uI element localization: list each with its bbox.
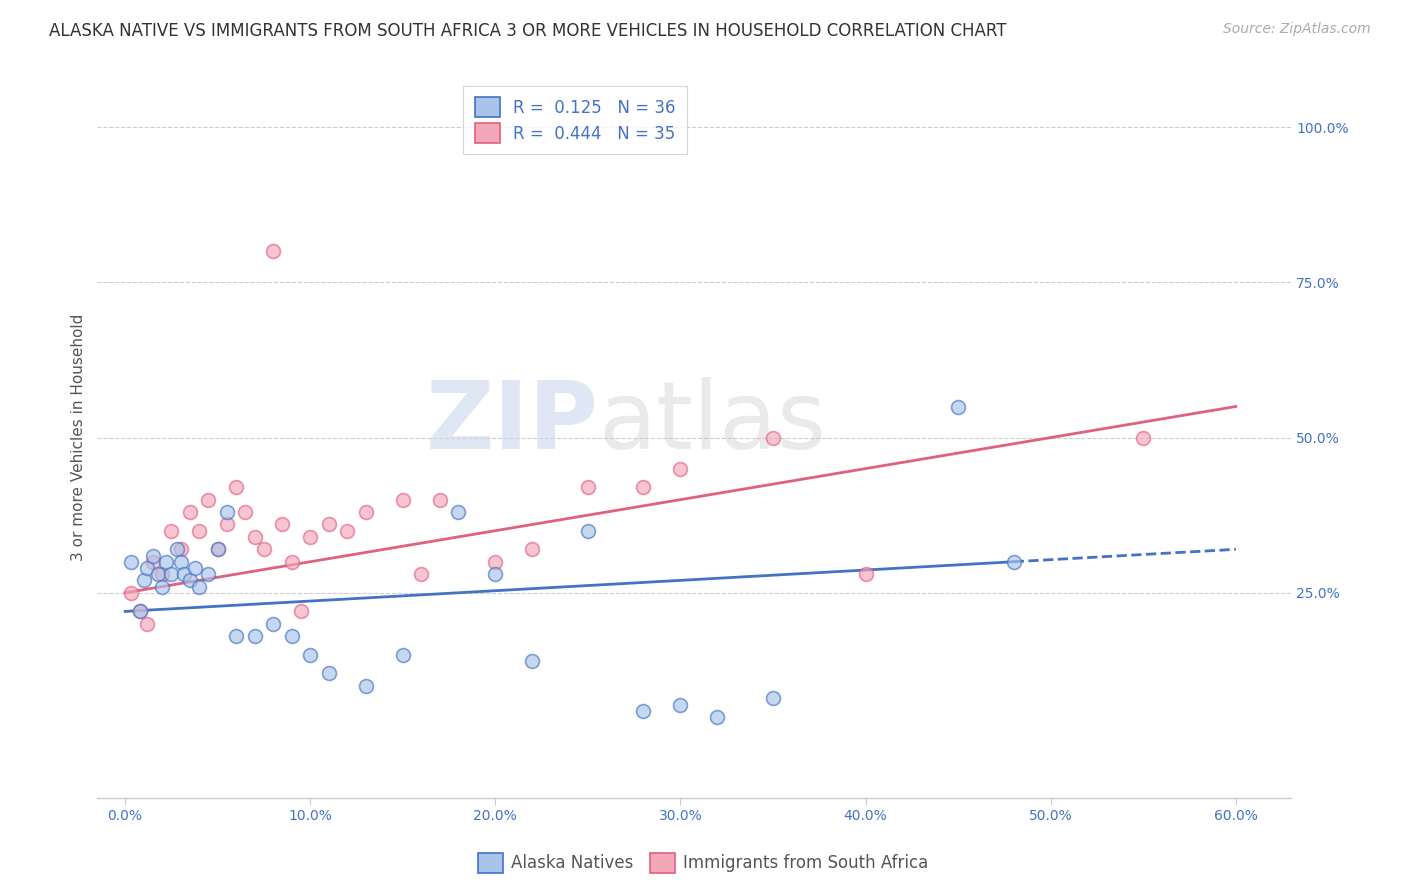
Point [271, 517, 294, 532]
Point [243, 629, 266, 643]
Point [142, 555, 165, 569]
Point [576, 524, 599, 538]
Point [262, 244, 284, 259]
Point [142, 549, 165, 563]
Point [197, 567, 219, 582]
Point [169, 555, 191, 569]
Point [411, 567, 433, 582]
Text: Source: ZipAtlas.com: Source: ZipAtlas.com [1223, 22, 1371, 37]
Point [633, 704, 655, 718]
Point [235, 505, 257, 519]
Point [318, 666, 340, 681]
Point [318, 517, 340, 532]
Point [129, 604, 152, 618]
Point [184, 561, 207, 575]
Point [173, 567, 195, 582]
Point [120, 586, 142, 600]
Point [706, 710, 728, 724]
Point [148, 567, 170, 582]
Point [290, 604, 312, 618]
Point [946, 400, 969, 414]
Point [391, 492, 413, 507]
Point [669, 461, 692, 475]
Point [280, 629, 302, 643]
Point [391, 648, 413, 662]
Point [633, 480, 655, 494]
Legend: Alaska Natives, Immigrants from South Africa: Alaska Natives, Immigrants from South Af… [471, 847, 935, 880]
Point [207, 542, 229, 557]
Point [120, 555, 142, 569]
Y-axis label: 3 or more Vehicles in Household: 3 or more Vehicles in Household [72, 314, 86, 561]
Point [215, 505, 238, 519]
Point [354, 505, 377, 519]
Text: atlas: atlas [599, 377, 827, 469]
Point [1002, 555, 1025, 569]
Point [280, 555, 302, 569]
Point [129, 604, 152, 618]
Point [136, 561, 159, 575]
Point [299, 530, 322, 544]
Text: ZIP: ZIP [426, 377, 599, 469]
Point [855, 567, 877, 582]
Point [669, 698, 692, 712]
Point [207, 542, 229, 557]
Point [179, 505, 201, 519]
Point [215, 517, 238, 532]
Point [155, 555, 177, 569]
Point [762, 431, 785, 445]
Point [179, 574, 201, 588]
Point [150, 567, 173, 582]
Point [253, 542, 276, 557]
Point [484, 555, 506, 569]
Legend: R =  0.125   N = 36, R =  0.444   N = 35: R = 0.125 N = 36, R = 0.444 N = 35 [463, 86, 688, 154]
Point [188, 524, 211, 538]
Point [762, 691, 785, 706]
Point [160, 567, 183, 582]
Point [243, 530, 266, 544]
Point [429, 492, 451, 507]
Text: ALASKA NATIVE VS IMMIGRANTS FROM SOUTH AFRICA 3 OR MORE VEHICLES IN HOUSEHOLD CO: ALASKA NATIVE VS IMMIGRANTS FROM SOUTH A… [49, 22, 1007, 40]
Point [522, 542, 544, 557]
Point [225, 629, 247, 643]
Point [1132, 431, 1154, 445]
Point [188, 580, 211, 594]
Point [262, 616, 284, 631]
Point [150, 580, 173, 594]
Point [484, 567, 506, 582]
Point [336, 524, 359, 538]
Point [576, 480, 599, 494]
Point [447, 505, 470, 519]
Point [197, 492, 219, 507]
Point [136, 616, 159, 631]
Point [160, 524, 183, 538]
Point [132, 574, 155, 588]
Point [354, 679, 377, 693]
Point [169, 542, 191, 557]
Point [299, 648, 322, 662]
Point [522, 654, 544, 668]
Point [166, 542, 188, 557]
Point [225, 480, 247, 494]
